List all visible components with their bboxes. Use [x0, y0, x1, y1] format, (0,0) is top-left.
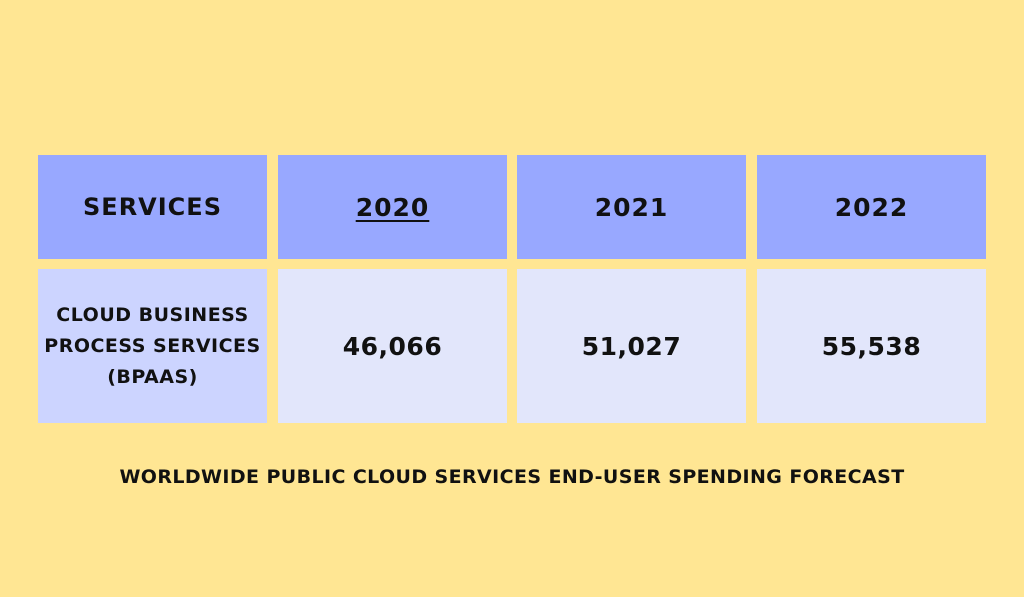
value-2022: 55,538	[757, 269, 986, 423]
value-2020-text: 46,066	[342, 331, 443, 361]
header-year-2022: 2022	[757, 155, 986, 259]
value-2021: 51,027	[517, 269, 746, 423]
header-year-2021-label: 2021	[594, 192, 669, 222]
row-label-bpaas: CLOUD BUSINESS PROCESS SERVICES (BPAAS)	[38, 269, 267, 423]
table-caption: WORLDWIDE PUBLIC CLOUD SERVICES END-USER…	[119, 466, 905, 488]
value-2020: 46,066	[278, 269, 507, 423]
header-year-2020: 2020	[278, 155, 507, 259]
header-services: SERVICES	[38, 155, 267, 259]
header-year-2020-label: 2020	[355, 192, 430, 222]
value-2021-text: 51,027	[581, 331, 682, 361]
header-year-2021: 2021	[517, 155, 746, 259]
value-2022-text: 55,538	[821, 331, 922, 361]
header-services-label: SERVICES	[83, 193, 222, 221]
header-year-2022-label: 2022	[834, 192, 909, 222]
row-label-bpaas-text: CLOUD BUSINESS PROCESS SERVICES (BPAAS)	[44, 303, 261, 388]
